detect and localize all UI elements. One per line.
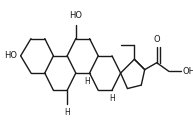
Text: H: H <box>64 107 70 117</box>
Text: H: H <box>109 94 115 103</box>
Text: HO: HO <box>69 11 82 20</box>
Text: HO: HO <box>4 51 17 60</box>
Text: O: O <box>153 35 160 44</box>
Text: H: H <box>84 76 90 86</box>
Text: OH: OH <box>183 67 193 76</box>
